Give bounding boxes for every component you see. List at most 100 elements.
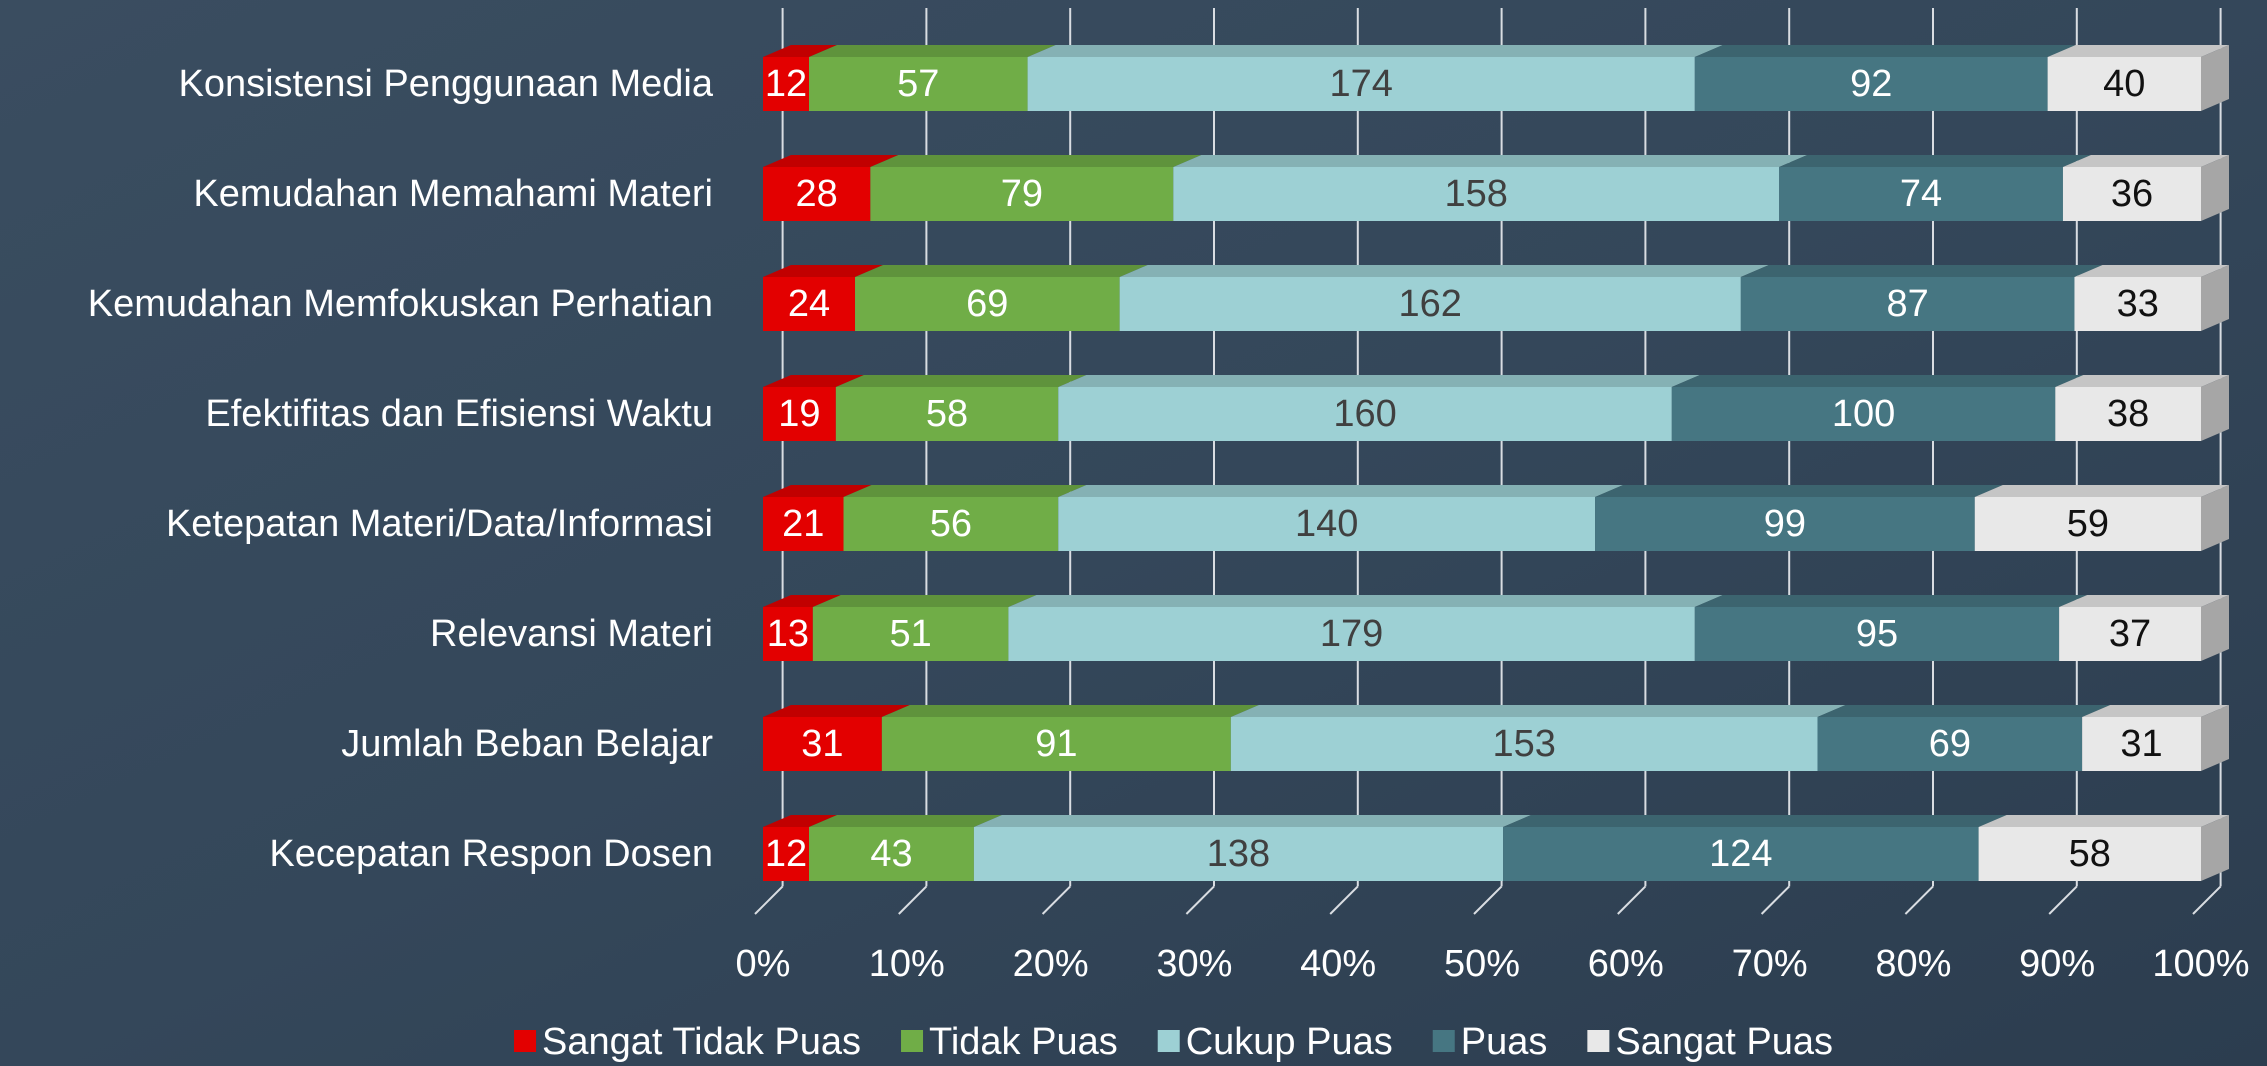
bar-top [1173, 155, 1807, 167]
x-tick-label: 0% [736, 943, 791, 985]
x-tick-label: 60% [1588, 943, 1664, 985]
data-label: 28 [796, 173, 838, 215]
data-label: 31 [2120, 723, 2162, 765]
category-label: Kemudahan Memfokuskan Perhatian [88, 283, 713, 325]
bar-top [836, 375, 1086, 387]
data-label: 40 [2103, 63, 2145, 105]
category-label: Jumlah Beban Belajar [341, 723, 713, 765]
legend-swatch [1587, 1030, 1609, 1052]
x-tick-label: 40% [1300, 943, 1376, 985]
bar-top [844, 485, 1087, 497]
data-label: 69 [966, 283, 1008, 325]
bar-top [2048, 45, 2229, 57]
bar-top [1503, 815, 2006, 827]
legend-label: Sangat Puas [1615, 1021, 1833, 1063]
category-label: Ketepatan Materi/Data/Informasi [166, 503, 713, 545]
bar-top [1818, 705, 2111, 717]
legend-swatch [901, 1030, 923, 1052]
bar-top [809, 45, 1056, 57]
data-label: 95 [1856, 613, 1898, 655]
legend-label: Tidak Puas [929, 1021, 1118, 1063]
x-tick-label: 90% [2019, 943, 2095, 985]
data-label: 153 [1492, 723, 1555, 765]
data-label: 38 [2107, 393, 2149, 435]
data-label: 59 [2067, 503, 2109, 545]
data-label: 91 [1035, 723, 1077, 765]
bar-top [1595, 485, 2003, 497]
category-label: Kecepatan Respon Dosen [269, 833, 713, 875]
x-tick-label: 80% [1875, 943, 1951, 985]
data-label: 158 [1445, 173, 1508, 215]
bar-top [1058, 485, 1623, 497]
category-label: Kemudahan Memahami Materi [193, 173, 713, 215]
x-tick-label: 100% [2152, 943, 2249, 985]
bar-top [1695, 45, 2076, 57]
category-label: Relevansi Materi [430, 613, 713, 655]
data-label: 162 [1399, 283, 1462, 325]
data-label: 33 [2117, 283, 2159, 325]
bar-top [813, 595, 1037, 607]
legend-swatch [1433, 1030, 1455, 1052]
data-label: 58 [2069, 833, 2111, 875]
data-label: 160 [1333, 393, 1396, 435]
x-tick-label: 70% [1732, 943, 1808, 985]
bar-top [1008, 595, 1722, 607]
bar-top [1779, 155, 2091, 167]
data-label: 99 [1764, 503, 1806, 545]
bar-top [1695, 595, 2087, 607]
data-label: 138 [1207, 833, 1270, 875]
data-label: 12 [765, 63, 807, 105]
category-label: Konsistensi Penggunaan Media [179, 63, 714, 105]
data-label: 31 [801, 723, 843, 765]
bar-top [1975, 485, 2229, 497]
x-tick-label: 10% [869, 943, 945, 985]
data-label: 79 [1001, 173, 1043, 215]
data-label: 58 [926, 393, 968, 435]
data-label: 74 [1900, 173, 1942, 215]
category-label: Efektifitas dan Efisiensi Waktu [205, 393, 713, 435]
data-label: 13 [767, 613, 809, 655]
legend-swatch [1158, 1030, 1180, 1052]
bar-top [1672, 375, 2083, 387]
data-label: 37 [2109, 613, 2151, 655]
bar-top [1741, 265, 2103, 277]
chart: 0% 10% 20% 30% 40% 50% 60% 70% 80% 90% 100% Konsist… [0, 0, 2267, 1066]
data-label: 140 [1295, 503, 1358, 545]
data-label: 24 [788, 283, 830, 325]
data-label: 124 [1709, 833, 1772, 875]
data-label: 56 [930, 503, 972, 545]
bar-top [1028, 45, 1723, 57]
legend-label: Cukup Puas [1186, 1021, 1393, 1063]
bar-top [974, 815, 1531, 827]
bar-top [1058, 375, 1700, 387]
data-label: 87 [1887, 283, 1929, 325]
data-label: 21 [782, 503, 824, 545]
bar-top [870, 155, 1201, 167]
bar-top [809, 815, 1002, 827]
data-label: 100 [1832, 393, 1895, 435]
data-label: 36 [2111, 173, 2153, 215]
data-label: 69 [1929, 723, 1971, 765]
x-tick-label: 20% [1013, 943, 1089, 985]
data-label: 19 [778, 393, 820, 435]
bar-top [855, 265, 1148, 277]
bar-top [2063, 155, 2229, 167]
legend-label: Puas [1461, 1021, 1548, 1063]
bar-top [2055, 375, 2229, 387]
data-label: 174 [1330, 63, 1393, 105]
bar-top [1979, 815, 2229, 827]
data-label: 12 [765, 833, 807, 875]
legend-swatch [514, 1030, 536, 1052]
bar-top [1231, 705, 1846, 717]
bar-top [2059, 595, 2229, 607]
bar-top [882, 705, 1259, 717]
data-label: 92 [1850, 63, 1892, 105]
data-label: 51 [889, 613, 931, 655]
data-label: 57 [897, 63, 939, 105]
legend-label: Sangat Tidak Puas [542, 1021, 861, 1063]
x-tick-label: 30% [1156, 943, 1232, 985]
data-label: 43 [870, 833, 912, 875]
data-label: 179 [1320, 613, 1383, 655]
bar-top [1120, 265, 1769, 277]
x-tick-label: 50% [1444, 943, 1520, 985]
